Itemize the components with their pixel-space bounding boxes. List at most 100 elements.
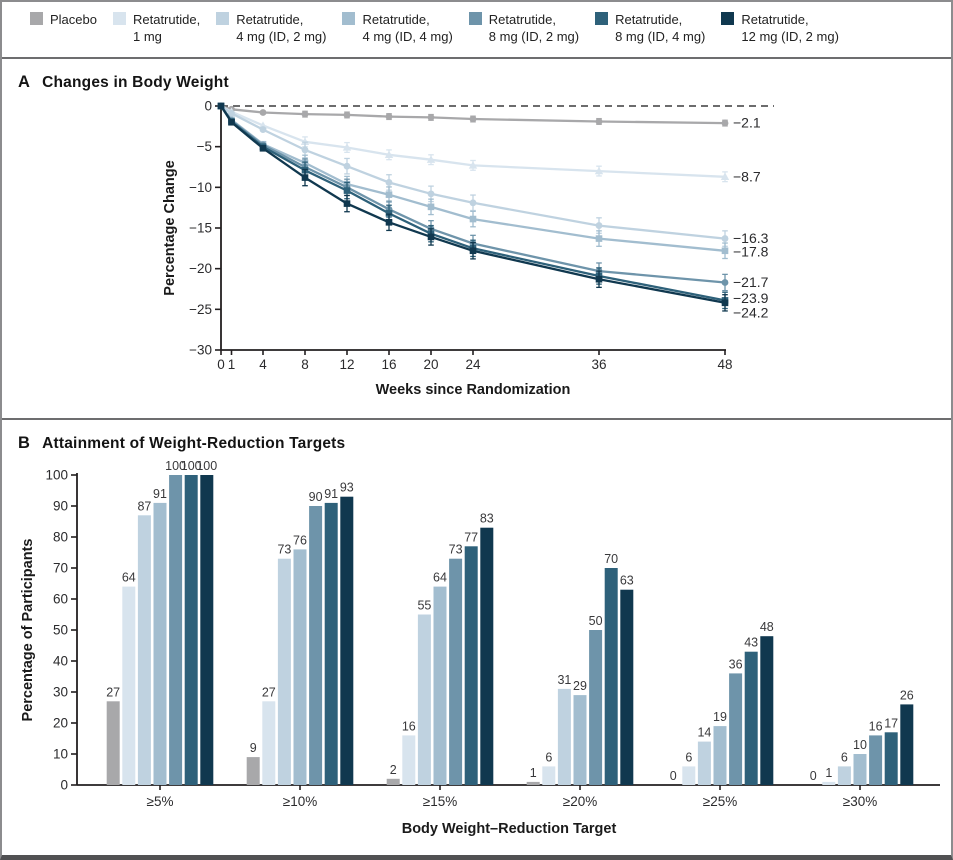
panel-a-letter: A <box>18 73 31 91</box>
bar-placebo <box>106 701 120 785</box>
legend-swatch-retatrutide-4mg-id2 <box>216 12 230 25</box>
data-point-marker <box>594 166 604 175</box>
data-point-marker <box>385 210 393 217</box>
legend-swatch-retatrutide-8mg-id2 <box>468 12 482 25</box>
legend-swatch-retatrutide-12mg-id2 <box>721 12 735 25</box>
bar-retatrutide-8mg-id4 <box>884 732 898 785</box>
bar-retatrutide-8mg-id2 <box>589 630 603 785</box>
x-tick-label: 1 <box>228 357 236 372</box>
bar-retatrutide-1mg <box>542 766 556 785</box>
y-tick-label: 50 <box>53 623 68 638</box>
bar-retatrutide-8mg-id4 <box>464 546 478 785</box>
bar-retatrutide-8mg-id2 <box>449 558 463 785</box>
data-point-marker <box>259 109 267 116</box>
bar-value-label: 9 <box>250 741 257 755</box>
y-tick-label: 0 <box>60 778 68 793</box>
x-tick-label: 0 <box>217 357 225 372</box>
bar-retatrutide-4mg-id2 <box>837 766 851 785</box>
bar-retatrutide-4mg-id4 <box>293 549 307 785</box>
y-tick-label: 40 <box>53 654 68 669</box>
legend-label: Retatrutide, 4 mg (ID, 2 mg) <box>236 12 327 45</box>
data-point-marker <box>228 118 235 126</box>
data-point-marker <box>427 190 435 198</box>
line-series-retatrutide-4mg-id4: −17.8 <box>217 102 769 259</box>
y-tick-label: 10 <box>53 747 68 762</box>
line-series-retatrutide-8mg-id2: −21.7 <box>217 102 769 292</box>
panel-b-title-row: B Attainment of Weight-Reduction Targets <box>18 434 345 453</box>
bar-value-label: 50 <box>589 614 603 628</box>
bar-value-label: 17 <box>884 716 898 730</box>
bar-retatrutide-4mg-id4 <box>433 586 447 785</box>
legend-swatch-retatrutide-4mg-id4 <box>342 12 356 25</box>
data-point-marker <box>595 222 603 229</box>
bar-retatrutide-8mg-id2 <box>729 673 743 785</box>
bar-value-label: 55 <box>417 599 431 613</box>
data-point-marker <box>721 247 729 255</box>
bar-retatrutide-4mg-id2 <box>277 558 291 785</box>
bar-value-label: 16 <box>402 719 416 733</box>
panel-b-title: Attainment of Weight-Reduction Targets <box>42 435 346 452</box>
bar-value-label: 64 <box>433 571 447 585</box>
bar-retatrutide-4mg-id2 <box>697 741 711 785</box>
bar-retatrutide-8mg-id2 <box>169 475 183 785</box>
panel-b: B Attainment of Weight-Reduction Targets … <box>2 422 951 855</box>
bar-retatrutide-8mg-id4 <box>324 502 338 785</box>
bar-value-label: 10 <box>853 738 867 752</box>
x-axis-label: Weeks since Randomization <box>376 382 571 398</box>
bar-value-label: 36 <box>729 657 743 671</box>
bar-value-label: 27 <box>262 685 276 699</box>
line-series-retatrutide-12mg-id2: −24.2 <box>217 102 769 320</box>
bar-value-label: 0 <box>670 769 677 783</box>
data-point-marker <box>343 200 351 207</box>
bar-retatrutide-8mg-id4 <box>184 475 198 785</box>
data-point-marker <box>469 247 477 255</box>
data-point-marker <box>595 235 603 242</box>
y-tick-label: 20 <box>53 716 68 731</box>
legend-item-retatrutide-4mg-id4: Retatrutide, 4 mg (ID, 4 mg) <box>342 11 453 45</box>
bar-value-label: 73 <box>277 543 291 557</box>
bar-value-label: 19 <box>713 710 727 724</box>
legend-swatch-retatrutide-8mg-id4 <box>595 12 609 25</box>
series-line <box>220 104 726 125</box>
panel-a-title-row: A Changes in Body Weight <box>18 73 229 92</box>
bar-retatrutide-12mg-id2 <box>760 636 774 785</box>
x-axis-label: Body Weight–Reduction Target <box>402 821 617 837</box>
data-point-marker <box>427 113 435 121</box>
y-tick-label: 0 <box>204 99 212 114</box>
bar-value-label: 1 <box>530 766 537 780</box>
y-axis-label: Percentage Change <box>162 160 178 295</box>
bar-retatrutide-12mg-id2 <box>620 589 634 785</box>
panel-a-title: Changes in Body Weight <box>42 74 229 91</box>
series-end-value-label: −17.8 <box>733 243 769 259</box>
bar-retatrutide-4mg-id4 <box>153 502 167 785</box>
y-tick-label: −5 <box>197 139 212 154</box>
bar-value-label: 63 <box>620 574 634 588</box>
bar-retatrutide-4mg-id4 <box>713 726 727 785</box>
category-label: ≥25% <box>703 794 737 809</box>
bar-value-label: 83 <box>480 512 494 526</box>
data-point-marker <box>217 102 225 110</box>
x-tick-label: 20 <box>423 357 438 372</box>
legend-label: Placebo <box>50 12 97 27</box>
bar-retatrutide-8mg-id2 <box>309 506 323 785</box>
legend-item-retatrutide-12mg-id2: Retatrutide, 12 mg (ID, 2 mg) <box>721 11 839 45</box>
bar-value-label: 76 <box>293 533 307 547</box>
bar-retatrutide-4mg-id4 <box>573 695 587 785</box>
y-tick-label: 30 <box>53 685 68 700</box>
bar-retatrutide-8mg-id2 <box>869 735 883 785</box>
bar-value-label: 100 <box>181 459 202 473</box>
data-point-marker <box>385 219 393 226</box>
bar-chart-svg: 010203040506070809010027648791100100100≥… <box>20 459 940 837</box>
x-tick-label: 12 <box>339 357 354 372</box>
data-point-marker <box>301 110 309 118</box>
bar-retatrutide-1mg <box>262 701 276 785</box>
bar-placebo <box>246 757 260 785</box>
data-point-marker <box>343 111 351 119</box>
bar-value-label: 29 <box>573 679 587 693</box>
category-label: ≥30% <box>843 794 877 809</box>
y-tick-label: 60 <box>53 592 68 607</box>
bar-retatrutide-12mg-id2 <box>480 527 494 785</box>
